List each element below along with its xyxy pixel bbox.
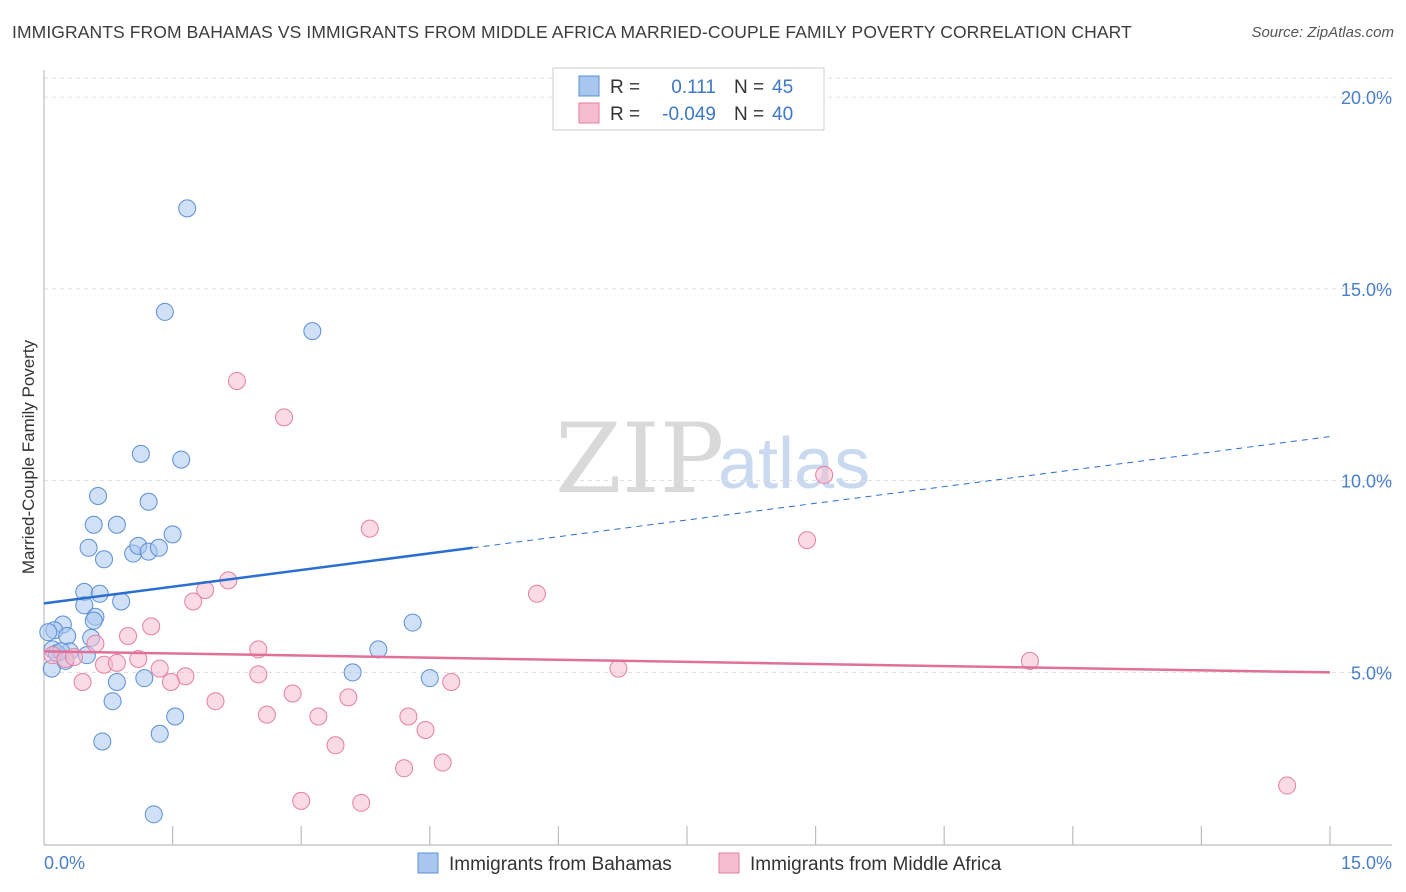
bottom-legend-label-bahamas: Immigrants from Bahamas: [449, 854, 672, 875]
middle-africa-point: [292, 791, 311, 810]
middle-africa-point: [309, 707, 328, 726]
bahamas-point: [166, 707, 185, 726]
bahamas-point: [303, 322, 322, 341]
series-middle-africa-points: [43, 371, 1297, 812]
y-tick-label-10: 10.0%: [1341, 472, 1392, 492]
legend-n-label-1: N =: [734, 77, 764, 98]
middle-africa-point: [161, 673, 180, 692]
middle-africa-point: [1278, 776, 1297, 795]
middle-africa-point: [798, 531, 817, 550]
bahamas-point: [343, 663, 362, 682]
middle-africa-point: [399, 707, 418, 726]
bahamas-point: [172, 450, 191, 469]
middle-africa-point: [283, 684, 302, 703]
bahamas-point: [112, 592, 131, 611]
middle-africa-point: [150, 659, 169, 678]
y-axis-title: Married-Couple Family Poverty: [19, 339, 38, 574]
stats-legend: R = 0.111 N = 45 R = -0.049 N = 40: [552, 67, 825, 131]
bahamas-point: [155, 302, 174, 321]
watermark-zip: ZIP: [555, 403, 724, 515]
bahamas-point: [135, 669, 154, 688]
middle-africa-point: [395, 759, 414, 778]
middle-africa-point: [339, 688, 358, 707]
bahamas-point: [90, 584, 109, 603]
bahamas-point: [79, 538, 98, 557]
trend-line-middle-africa: [43, 650, 1331, 674]
trend-line-bahamas: [43, 546, 473, 605]
bahamas-point: [89, 487, 108, 506]
legend-swatch-middle-africa: [578, 102, 600, 124]
middle-africa-point: [1020, 651, 1039, 670]
middle-africa-point: [326, 736, 345, 755]
source-credit: Source: ZipAtlas.com: [1251, 24, 1394, 41]
y-tick-label-5: 5.0%: [1351, 663, 1392, 683]
legend-swatch-bahamas: [578, 75, 600, 97]
bahamas-point: [163, 525, 182, 544]
x-tick-label-max: 15.0%: [1341, 853, 1392, 873]
bahamas-point: [93, 732, 112, 751]
middle-africa-point: [609, 659, 628, 678]
middle-africa-point: [352, 793, 371, 812]
middle-africa-point: [416, 720, 435, 739]
bahamas-point: [84, 515, 103, 534]
bahamas-point: [369, 640, 388, 659]
trend-lines: [43, 436, 1331, 674]
watermark-atlas: atlas: [718, 424, 870, 504]
middle-africa-point: [73, 673, 92, 692]
bahamas-point: [58, 626, 77, 645]
legend-r-value-1: 0.111: [671, 77, 716, 98]
middle-africa-point: [206, 692, 225, 711]
bahamas-point: [75, 596, 94, 615]
middle-africa-point: [119, 626, 138, 645]
bahamas-point: [95, 550, 114, 569]
x-tick-label-min: 0.0%: [44, 853, 85, 873]
bahamas-point: [150, 724, 169, 743]
bahamas-point: [131, 444, 150, 463]
bahamas-point: [144, 805, 163, 824]
middle-africa-point: [249, 665, 268, 684]
middle-africa-point: [142, 617, 161, 636]
bottom-legend-swatch-middle-africa: [718, 852, 740, 874]
legend-r-label-2: R =: [610, 104, 640, 125]
middle-africa-point: [257, 705, 276, 724]
bahamas-point: [107, 673, 126, 692]
chart-title: IMMIGRANTS FROM BAHAMAS VS IMMIGRANTS FR…: [12, 22, 1132, 42]
bahamas-point: [149, 538, 168, 557]
bahamas-point: [84, 611, 103, 630]
series-legend: Immigrants from Bahamas Immigrants from …: [417, 852, 1002, 875]
bottom-legend-swatch-bahamas: [417, 852, 439, 874]
y-tick-label-20: 20.0%: [1341, 88, 1392, 108]
bahamas-point: [107, 515, 126, 534]
gridlines: [44, 77, 1392, 673]
legend-n-label-2: N =: [734, 104, 764, 125]
middle-africa-point: [527, 584, 546, 603]
middle-africa-point: [360, 519, 379, 538]
y-tick-label-15: 15.0%: [1341, 280, 1392, 300]
middle-africa-point: [433, 753, 452, 772]
y-tick-labels: 5.0% 10.0% 15.0% 20.0%: [1341, 88, 1392, 683]
bahamas-point: [178, 199, 197, 218]
bahamas-point: [403, 613, 422, 632]
middle-africa-point: [275, 408, 294, 427]
bahamas-point: [39, 623, 58, 642]
middle-africa-point: [86, 634, 105, 653]
middle-africa-point: [815, 465, 834, 484]
middle-africa-point: [107, 653, 126, 672]
bahamas-point: [420, 669, 439, 688]
trend-line-bahamas-extension: [472, 436, 1331, 549]
bahamas-point: [139, 492, 158, 511]
middle-africa-point: [184, 592, 203, 611]
bottom-legend-label-middle-africa: Immigrants from Middle Africa: [750, 854, 1002, 875]
bahamas-point: [103, 692, 122, 711]
series-bahamas-points: [39, 199, 439, 824]
legend-n-value-2: 40: [772, 104, 793, 125]
middle-africa-point: [442, 673, 461, 692]
legend-r-label-1: R =: [610, 77, 640, 98]
x-ticks: [172, 826, 1331, 845]
middle-africa-point: [129, 650, 148, 669]
middle-africa-point: [227, 371, 246, 390]
legend-n-value-1: 45: [772, 77, 793, 98]
legend-r-value-2: -0.049: [662, 104, 716, 125]
